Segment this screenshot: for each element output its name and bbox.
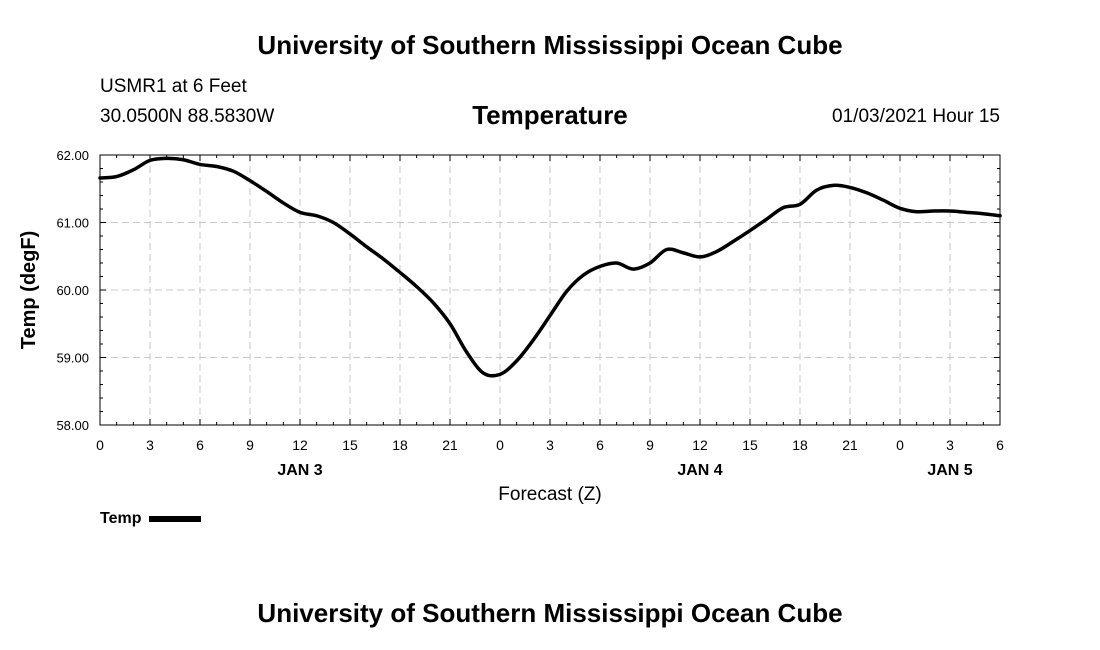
x-tick-label: 18	[392, 437, 408, 453]
series-line-temp	[98, 156, 1002, 378]
x-tick-label: 6	[596, 437, 604, 453]
x-tick-label: 15	[742, 437, 758, 453]
x-tick-label: 9	[246, 437, 254, 453]
y-tick-label: 62.00	[56, 148, 89, 163]
y-tick-label: 58.00	[56, 418, 89, 433]
coordinates-label: 30.0500N 88.5830W	[100, 106, 275, 127]
series-layer	[98, 156, 1002, 378]
forecast-datetime: 01/03/2021 Hour 15	[832, 106, 1000, 127]
x-tick-label: 9	[646, 437, 654, 453]
station-label: USMR1 at 6 Feet	[100, 76, 247, 97]
x-tick-label: 3	[146, 437, 154, 453]
chart-main-title: University of Southern Mississippi Ocean…	[257, 30, 843, 60]
y-tick-label: 59.00	[56, 351, 89, 366]
x-tick-label: 12	[292, 437, 308, 453]
legend-label: Temp	[100, 510, 142, 527]
chart-subtitle: Temperature	[472, 100, 628, 130]
x-tick-label: 0	[496, 437, 504, 453]
date-label: JAN 5	[927, 462, 972, 479]
x-tick-label: 0	[96, 437, 104, 453]
chart-footer-title: University of Southern Mississippi Ocean…	[257, 598, 843, 628]
axes	[99, 154, 1001, 426]
date-label: JAN 4	[677, 462, 722, 479]
legend-swatch	[149, 516, 202, 522]
x-tick-label: 21	[442, 437, 458, 453]
x-tick-label: 0	[896, 437, 904, 453]
tick-labels: 0 3 6 9 12 15 18 21 0 3 6 9 12 15 18 21 0 3 6 58.00 59.00 60.…	[18, 148, 1004, 505]
y-axis-title: Temp (degF)	[18, 231, 40, 350]
x-tick-label: 18	[792, 437, 808, 453]
x-tick-label: 3	[946, 437, 954, 453]
x-tick-label: 15	[342, 437, 358, 453]
legend: Temp	[100, 510, 202, 528]
y-tick-label: 60.00	[56, 283, 89, 298]
x-tick-label: 3	[546, 437, 554, 453]
date-label: JAN 3	[277, 462, 322, 479]
grid-lines	[100, 155, 1000, 425]
x-tick-label: 12	[692, 437, 708, 453]
y-tick-label: 61.00	[56, 216, 89, 231]
x-axis-title: Forecast (Z)	[498, 484, 601, 505]
x-tick-label: 6	[196, 437, 204, 453]
x-tick-label: 6	[996, 437, 1004, 453]
x-tick-label: 21	[842, 437, 858, 453]
